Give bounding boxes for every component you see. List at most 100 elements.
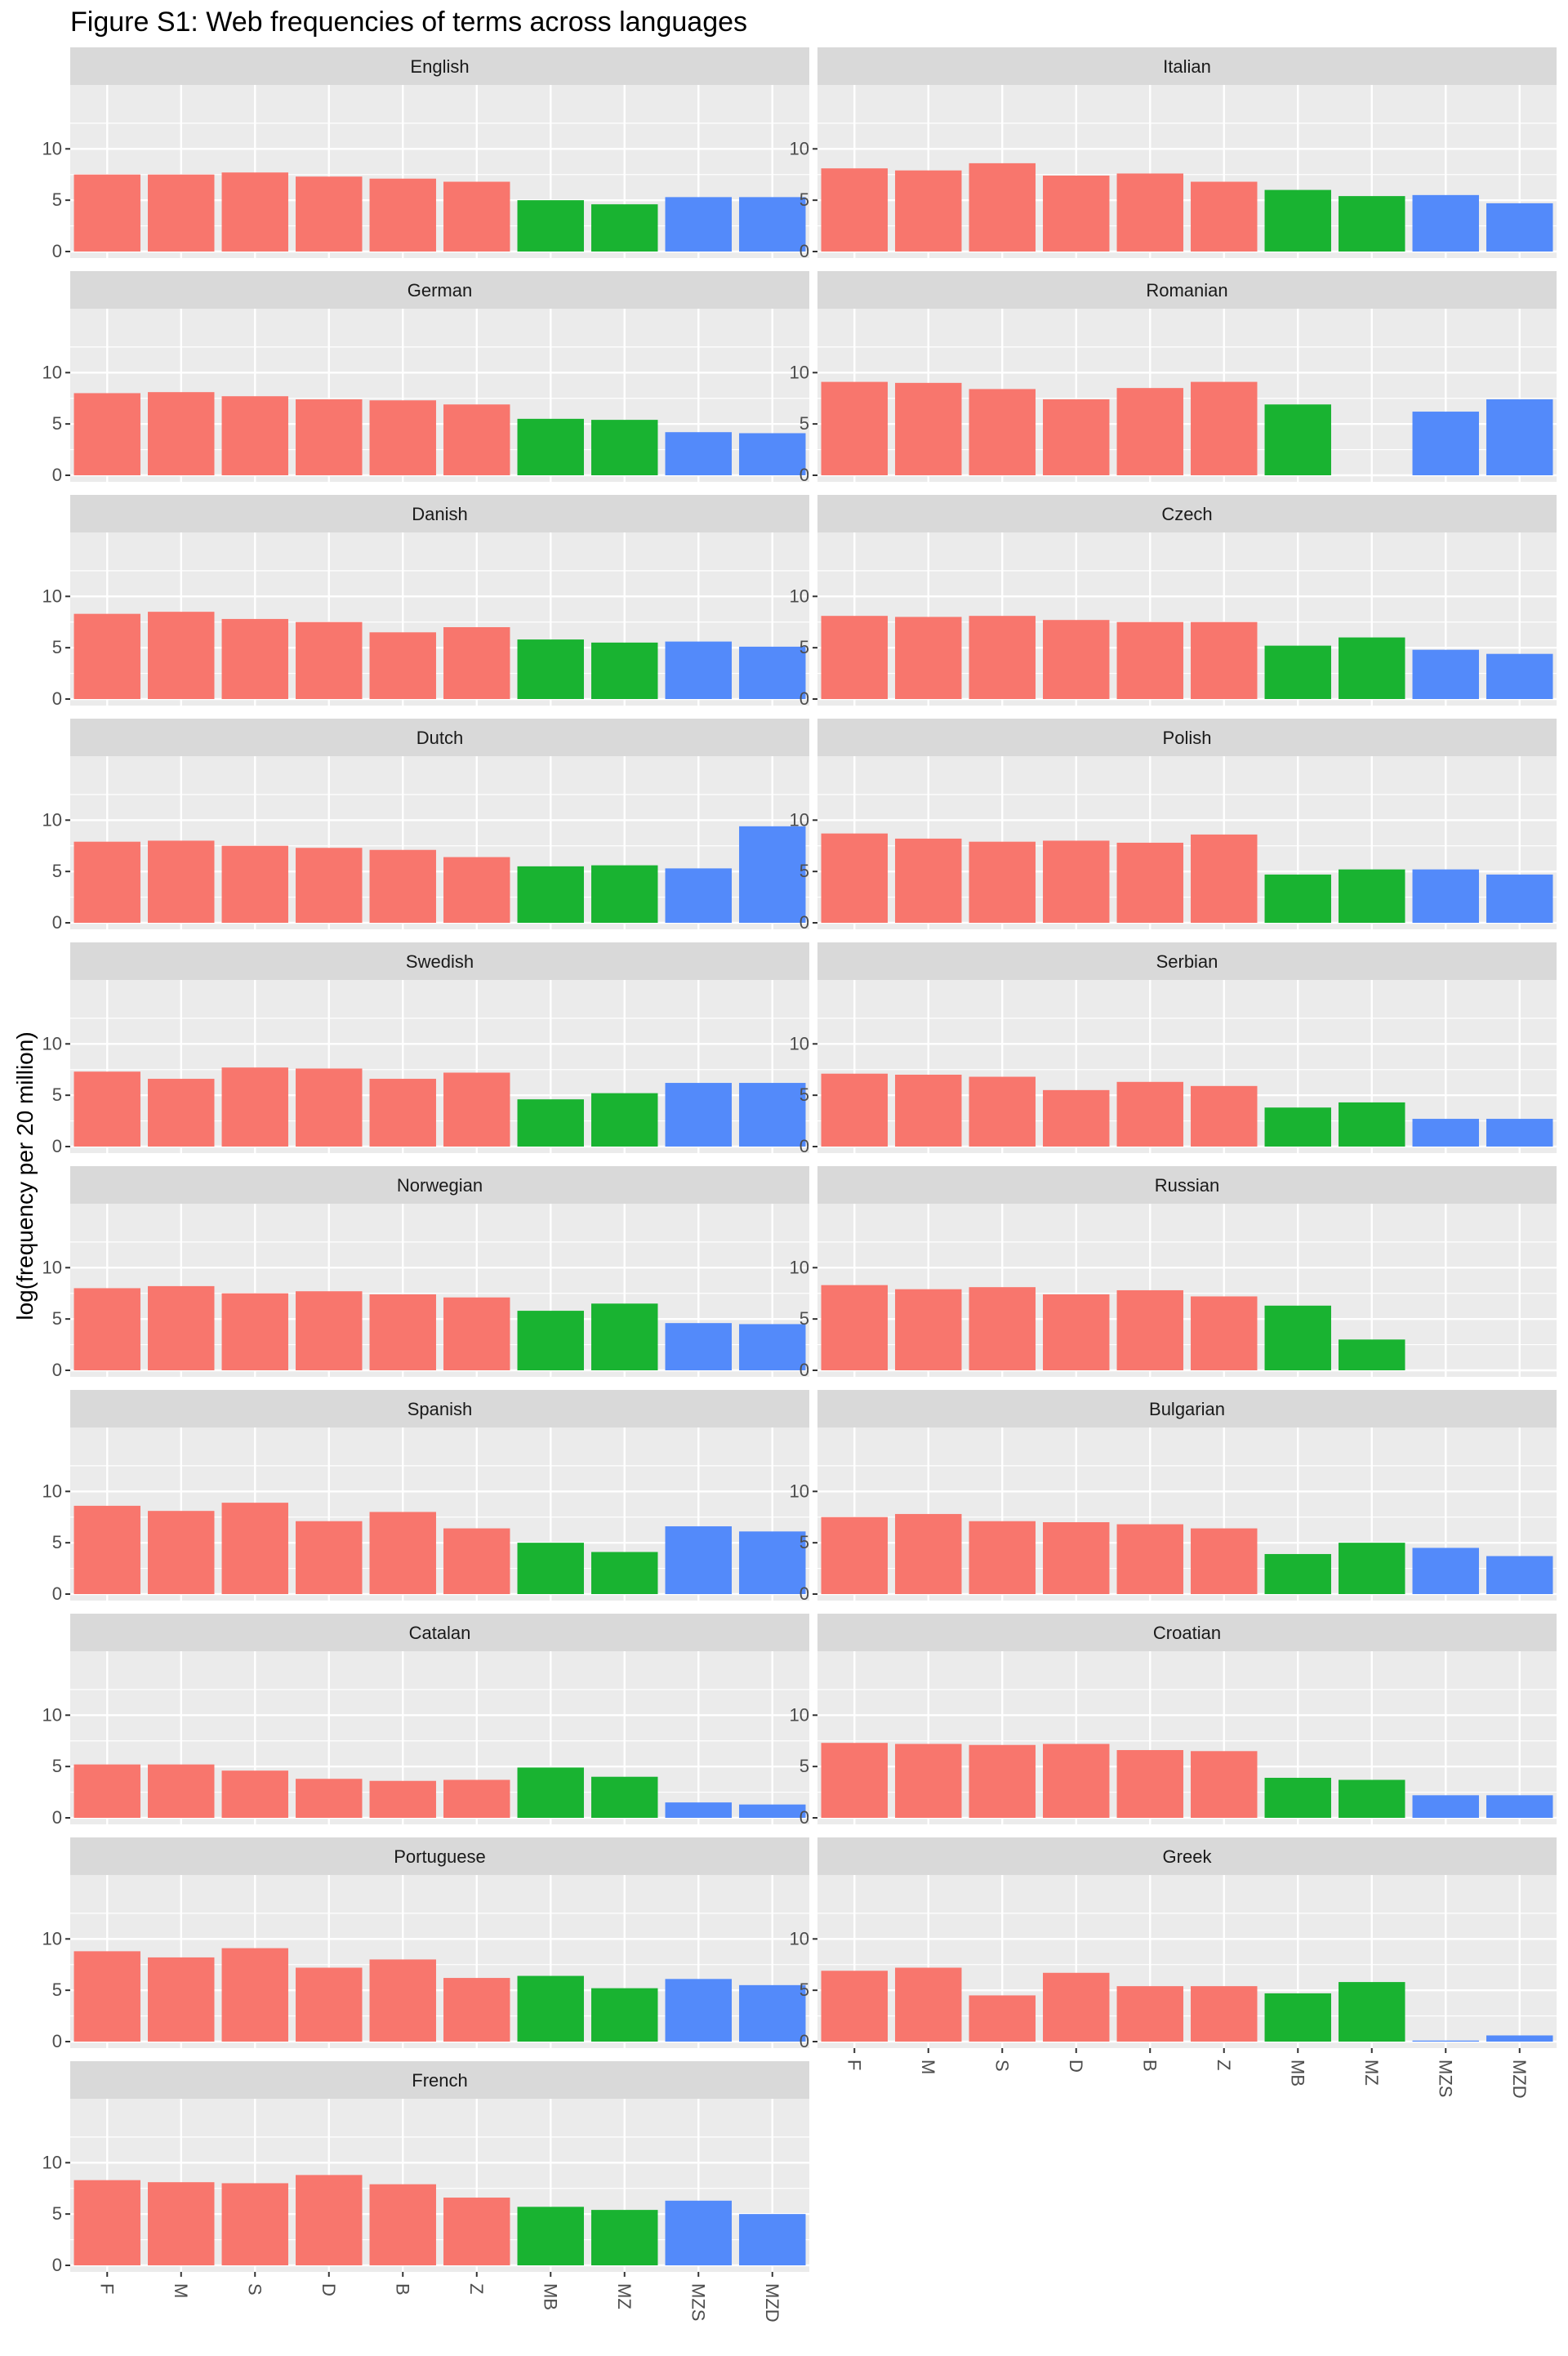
y-tick-label: 5 bbox=[800, 861, 809, 881]
bar-romanian-m bbox=[895, 382, 962, 475]
bar-dutch-s bbox=[221, 845, 288, 923]
y-tick-label: 5 bbox=[800, 1084, 809, 1105]
x-tick-label: MZD bbox=[1509, 2060, 1530, 2099]
bar-spanish-m bbox=[148, 1511, 215, 1594]
bar-english-mb bbox=[517, 200, 584, 252]
bar-english-mz bbox=[591, 204, 658, 252]
bar-czech-mzd bbox=[1486, 653, 1553, 699]
bar-german-m bbox=[148, 392, 215, 475]
y-tick-label: 0 bbox=[52, 2031, 62, 2051]
facet-strip bbox=[70, 271, 809, 309]
bar-serbian-mz bbox=[1339, 1102, 1405, 1147]
bar-croatian-mb bbox=[1264, 1777, 1331, 1818]
bar-spanish-mz bbox=[591, 1552, 658, 1594]
y-tick-label: 0 bbox=[800, 241, 809, 261]
bar-dutch-b bbox=[369, 849, 436, 923]
bar-russian-m bbox=[895, 1289, 962, 1370]
bar-danish-mzs bbox=[665, 641, 732, 699]
x-tick-label: B bbox=[392, 2283, 412, 2296]
facet-panel-catalan: Catalan 0 5 10 bbox=[42, 1614, 809, 1828]
bar-portuguese-mz bbox=[591, 1988, 658, 2042]
y-tick-label: 10 bbox=[790, 138, 809, 158]
y-tick-label: 0 bbox=[800, 688, 809, 709]
bar-danish-z bbox=[443, 627, 510, 699]
bar-danish-mb bbox=[517, 639, 584, 699]
bar-spanish-mb bbox=[517, 1543, 584, 1594]
bar-bulgarian-z bbox=[1191, 1528, 1258, 1594]
bar-norwegian-b bbox=[369, 1294, 436, 1370]
bar-french-mb bbox=[517, 2207, 584, 2265]
bar-english-f bbox=[74, 174, 140, 252]
bar-italian-mzs bbox=[1412, 194, 1479, 252]
facets-group: English0510Italian0510German0510Romanian… bbox=[42, 47, 1557, 2323]
bar-german-mz bbox=[591, 420, 658, 475]
y-tick-label: 0 bbox=[800, 912, 809, 933]
bar-norwegian-d bbox=[296, 1291, 363, 1370]
facet-strip-label: Greek bbox=[1163, 1846, 1213, 1867]
y-tick-label: 5 bbox=[800, 189, 809, 210]
bar-russian-z bbox=[1191, 1296, 1258, 1370]
x-tick-label: D bbox=[318, 2283, 339, 2296]
bar-polish-mzs bbox=[1412, 869, 1479, 923]
x-tick-label: S bbox=[991, 2060, 1012, 2072]
x-tick-label: MZS bbox=[1435, 2060, 1455, 2097]
facet-panel-german: German 0 5 10 bbox=[42, 271, 809, 485]
bar-polish-s bbox=[969, 841, 1036, 923]
bar-catalan-f bbox=[74, 1764, 140, 1818]
bar-dutch-z bbox=[443, 857, 510, 923]
facet-strip bbox=[70, 1390, 809, 1427]
facet-strip bbox=[817, 1837, 1557, 1875]
bar-german-mb bbox=[517, 418, 584, 475]
bar-czech-s bbox=[969, 616, 1036, 699]
facet-strip bbox=[70, 1837, 809, 1875]
bar-portuguese-z bbox=[443, 1978, 510, 2042]
bar-romanian-b bbox=[1116, 388, 1183, 475]
bar-croatian-b bbox=[1116, 1750, 1183, 1818]
facet-strip-label: Portuguese bbox=[394, 1846, 486, 1867]
bar-danish-f bbox=[74, 613, 140, 699]
y-tick-label: 5 bbox=[800, 1756, 809, 1776]
y-tick-label: 10 bbox=[790, 809, 809, 830]
bar-czech-z bbox=[1191, 621, 1258, 699]
facet-panel-norwegian: Norwegian 0 5 10 bbox=[42, 1166, 809, 1380]
bar-norwegian-s bbox=[221, 1293, 288, 1370]
bar-english-b bbox=[369, 178, 436, 252]
bar-italian-b bbox=[1116, 173, 1183, 252]
bar-croatian-s bbox=[969, 1744, 1036, 1818]
facet-panel-spanish: Spanish 0 5 10 bbox=[42, 1390, 809, 1604]
facet-panel-romanian: Romanian 0 5 10 bbox=[790, 271, 1557, 485]
bar-serbian-d bbox=[1043, 1089, 1110, 1147]
y-tick-label: 10 bbox=[42, 138, 62, 158]
bar-serbian-m bbox=[895, 1075, 962, 1147]
bar-catalan-z bbox=[443, 1779, 510, 1818]
y-tick-label: 10 bbox=[42, 1704, 62, 1725]
facet-panel-greek: Greek 0 5 10 F M S D B Z MB MZ MZS MZD bbox=[790, 1837, 1557, 2099]
bar-russian-f bbox=[821, 1285, 888, 1370]
y-tick-label: 5 bbox=[52, 2203, 62, 2224]
bar-spanish-s bbox=[221, 1503, 288, 1594]
facet-panel-french: French 0 5 10 F M S D B Z MB MZ MZS MZD bbox=[42, 2061, 809, 2323]
facet-strip-label: Italian bbox=[1163, 56, 1211, 77]
bar-bulgarian-mzs bbox=[1412, 1548, 1479, 1594]
bar-czech-b bbox=[1116, 621, 1183, 699]
y-tick-label: 5 bbox=[800, 1532, 809, 1552]
facet-strip bbox=[817, 719, 1557, 756]
x-tick-label: MB bbox=[540, 2283, 560, 2310]
bar-czech-mz bbox=[1339, 637, 1405, 699]
y-tick-label: 5 bbox=[52, 1308, 62, 1329]
bar-swedish-mzd bbox=[739, 1083, 806, 1147]
facet-strip bbox=[817, 1166, 1557, 1204]
bar-portuguese-mb bbox=[517, 1975, 584, 2042]
bar-swedish-mzs bbox=[665, 1083, 732, 1147]
bar-italian-mz bbox=[1339, 196, 1405, 252]
y-tick-label: 0 bbox=[52, 688, 62, 709]
x-tick-label: Z bbox=[1214, 2060, 1234, 2070]
y-tick-label: 5 bbox=[52, 637, 62, 657]
facet-panel-russian: Russian 0 5 10 bbox=[790, 1166, 1557, 1380]
facet-strip bbox=[70, 942, 809, 980]
bar-greek-mz bbox=[1339, 1982, 1405, 2042]
bar-danish-d bbox=[296, 621, 363, 699]
x-tick-label: M bbox=[171, 2283, 191, 2298]
bar-serbian-mzs bbox=[1412, 1119, 1479, 1147]
bar-dutch-mzs bbox=[665, 868, 732, 923]
